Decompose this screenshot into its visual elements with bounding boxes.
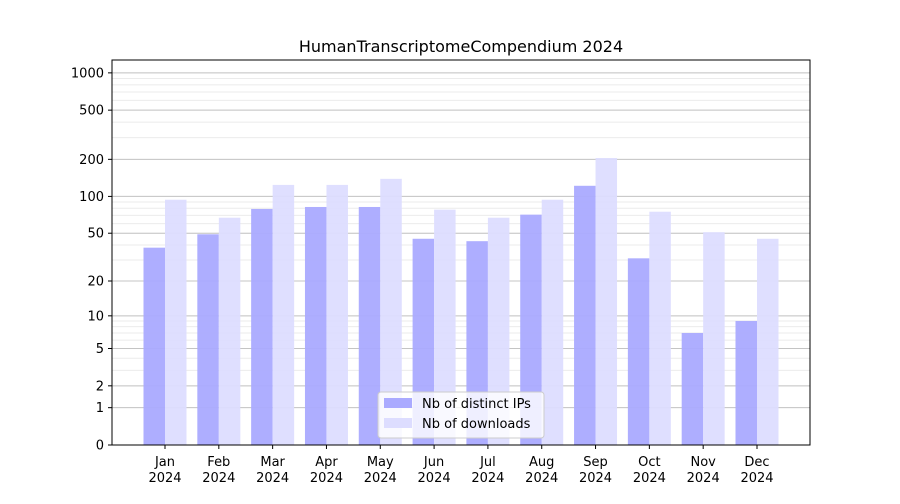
x-tick-label: May — [367, 455, 394, 470]
bar-downloads — [380, 178, 402, 446]
bar-downloads — [487, 217, 510, 445]
x-tick-label: 2024 — [310, 471, 343, 486]
x-tick-label: 2024 — [633, 471, 666, 486]
bar-distinct-ips — [574, 185, 596, 446]
bar-downloads — [218, 217, 241, 445]
bar-downloads — [165, 199, 187, 445]
x-tick-label: Dec — [744, 455, 769, 470]
x-tick-label: Sep — [583, 455, 608, 470]
y-tick-label: 50 — [87, 227, 104, 242]
bar-distinct-ips — [143, 247, 165, 445]
y-tick-label: 2 — [96, 379, 104, 394]
bar-distinct-ips — [358, 206, 381, 445]
legend-label: Nb of downloads — [422, 417, 531, 432]
y-tick-label: 0 — [96, 439, 104, 454]
y-tick-label: 100 — [79, 190, 104, 205]
x-tick-label: Oct — [638, 455, 660, 470]
chart-title: HumanTranscriptomeCompendium 2024 — [299, 37, 623, 56]
x-tick-label: Aug — [529, 455, 554, 470]
x-tick-label: Jul — [479, 455, 496, 470]
x-tick-label: 2024 — [687, 471, 720, 486]
bar-distinct-ips — [251, 208, 273, 445]
x-tick-label: Apr — [315, 455, 338, 470]
bar-distinct-ips — [520, 214, 542, 445]
y-tick-label: 200 — [79, 153, 104, 168]
x-tick-label: Nov — [690, 455, 716, 470]
plot-frame — [111, 59, 811, 446]
x-tick-label: Feb — [207, 455, 230, 470]
legend-swatch — [384, 398, 412, 408]
y-tick-label: 1 — [96, 401, 104, 416]
bar-downloads — [649, 211, 671, 445]
x-tick-label: Mar — [260, 455, 285, 470]
x-tick-label: 2024 — [579, 471, 612, 486]
bar-distinct-ips — [735, 320, 757, 445]
bar-downloads — [541, 199, 564, 445]
x-tick-label: 2024 — [364, 471, 397, 486]
legend-swatch — [384, 418, 412, 428]
y-tick-label: 1000 — [71, 66, 104, 81]
y-tick-label: 500 — [79, 104, 104, 119]
bar-distinct-ips — [197, 234, 219, 445]
bar-downloads — [326, 184, 348, 445]
x-tick-label: 2024 — [148, 471, 181, 486]
bar-downloads — [272, 184, 295, 445]
y-tick-label: 20 — [87, 275, 104, 290]
bar-distinct-ips — [304, 206, 327, 445]
x-tick-label: 2024 — [740, 471, 773, 486]
legend-label: Nb of distinct IPs — [422, 397, 531, 412]
x-tick-label: Jan — [154, 455, 175, 470]
x-tick-label: 2024 — [202, 471, 235, 486]
bar-downloads — [757, 238, 779, 445]
bar-distinct-ips — [681, 332, 704, 445]
x-tick-label: Jun — [423, 455, 444, 470]
x-tick-label: 2024 — [418, 471, 451, 486]
x-tick-label: 2024 — [525, 471, 558, 486]
x-tick-label: 2024 — [256, 471, 289, 486]
x-tick-label: 2024 — [471, 471, 504, 486]
bar-downloads — [434, 209, 456, 445]
bar-distinct-ips — [627, 258, 650, 445]
bar-downloads — [595, 158, 618, 445]
legend-box — [377, 391, 545, 439]
y-tick-label: 5 — [96, 342, 104, 357]
bar-downloads — [703, 232, 725, 445]
y-tick-label: 10 — [87, 309, 104, 324]
